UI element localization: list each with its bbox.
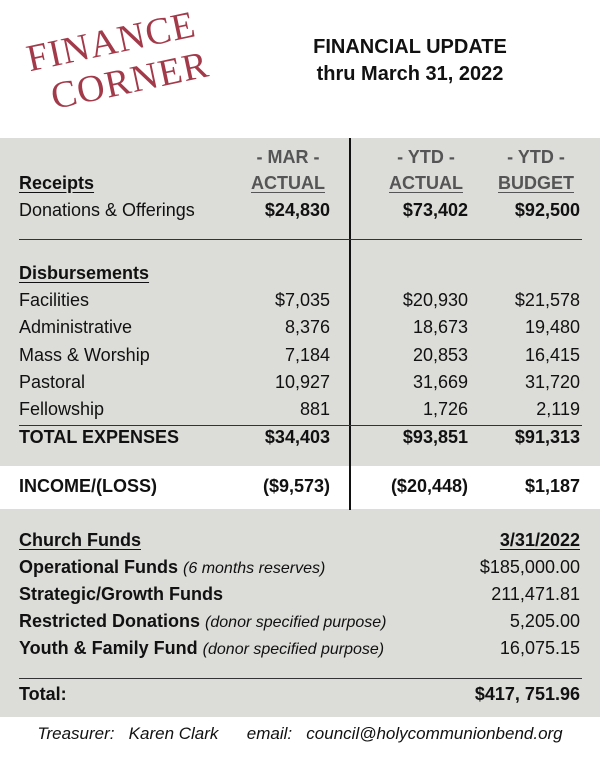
income-ytd: ($20,448) [390, 476, 468, 496]
funds-header: Church Funds [19, 530, 141, 550]
row-budget: 16,415 [524, 345, 580, 365]
row-budget: $21,578 [514, 290, 580, 310]
treasurer-label: Treasurer: [37, 724, 115, 743]
receipts-budget: $92,500 [514, 200, 580, 220]
receipts-divider [19, 239, 582, 240]
funds-total-value: $417, 751.96 [474, 684, 580, 704]
receipts-ytd: $73,402 [402, 200, 468, 220]
row-ytd: 20,853 [412, 345, 468, 365]
fund-value: 5,205.00 [509, 611, 580, 631]
mar-header-top: - MAR - [256, 147, 320, 167]
row-mar: 881 [299, 399, 330, 419]
row-label: Pastoral [19, 372, 86, 392]
fund-label: Youth & Family Fund [19, 638, 198, 658]
email-label: email: [246, 724, 293, 743]
row-budget: 19,480 [524, 317, 580, 337]
ytd-header-top: - YTD - [397, 147, 455, 167]
report-heading: FINANCIAL UPDATE thru March 31, 2022 [285, 34, 535, 88]
disbursements-header: Disbursements [19, 263, 150, 283]
footer-contact: Treasurer: Karen Clark email: council@ho… [0, 724, 600, 744]
row-mar: 10,927 [274, 372, 330, 392]
total-expenses-mar: $34,403 [264, 427, 330, 447]
ytd-header-bottom: ACTUAL [389, 173, 463, 193]
budget-panel [0, 138, 600, 466]
row-mar: $7,035 [274, 290, 330, 310]
funds-total-divider [19, 678, 582, 679]
total-expenses-label: TOTAL EXPENSES [19, 427, 180, 447]
row-budget: 2,119 [536, 399, 580, 419]
finance-corner-stamp: FINANCE CORNER [13, 0, 231, 138]
receipts-header: Receipts [19, 173, 95, 193]
fund-value: 16,075.15 [499, 638, 580, 658]
fund-note: (6 months reserves) [183, 560, 326, 577]
receipts-mar: $24,830 [264, 200, 330, 220]
row-ytd: 1,726 [422, 399, 468, 419]
funds-panel [0, 509, 600, 717]
row-ytd: 18,673 [412, 317, 468, 337]
total-expenses-ytd: $93,851 [402, 427, 468, 447]
email-link[interactable]: council@holycommunionbend.org [306, 724, 563, 743]
row-budget: 31,720 [524, 372, 580, 392]
column-divider [349, 138, 351, 510]
fund-label: Strategic/Growth Funds [19, 584, 224, 604]
income-budget: $1,187 [524, 476, 580, 496]
income-mar: ($9,573) [262, 476, 330, 496]
budget-header-top: - YTD - [507, 147, 565, 167]
row-label: Administrative [19, 317, 133, 337]
funds-date: 3/31/2022 [499, 530, 580, 550]
report-title: FINANCIAL UPDATE [313, 36, 507, 58]
row-label: Fellowship [19, 399, 105, 419]
row-label: Mass & Worship [19, 345, 150, 365]
fund-label: Restricted Donations [19, 611, 201, 631]
total-expenses-budget: $91,313 [514, 427, 580, 447]
treasurer-name: Karen Clark [128, 724, 219, 743]
fund-note: (donor specified purpose) [202, 641, 385, 658]
report-subtitle: thru March 31, 2022 [316, 63, 504, 85]
income-label: INCOME/(LOSS) [19, 476, 157, 496]
fund-note: (donor specified purpose) [205, 614, 387, 631]
fund-value: 211,471.81 [491, 584, 580, 604]
row-label: Facilities [19, 290, 90, 310]
fund-label: Operational Funds [19, 557, 179, 577]
row-mar: 8,376 [284, 317, 330, 337]
funds-total-label: Total: [19, 684, 67, 704]
row-ytd: $20,930 [402, 290, 468, 310]
row-ytd: 31,669 [412, 372, 468, 392]
budget-header-bottom: BUDGET [498, 173, 574, 193]
row-mar: 7,184 [284, 345, 330, 365]
total-divider [19, 425, 582, 426]
receipts-label: Donations & Offerings [19, 200, 195, 220]
fund-value: $185,000.00 [479, 557, 580, 577]
mar-header-bottom: ACTUAL [251, 173, 325, 193]
